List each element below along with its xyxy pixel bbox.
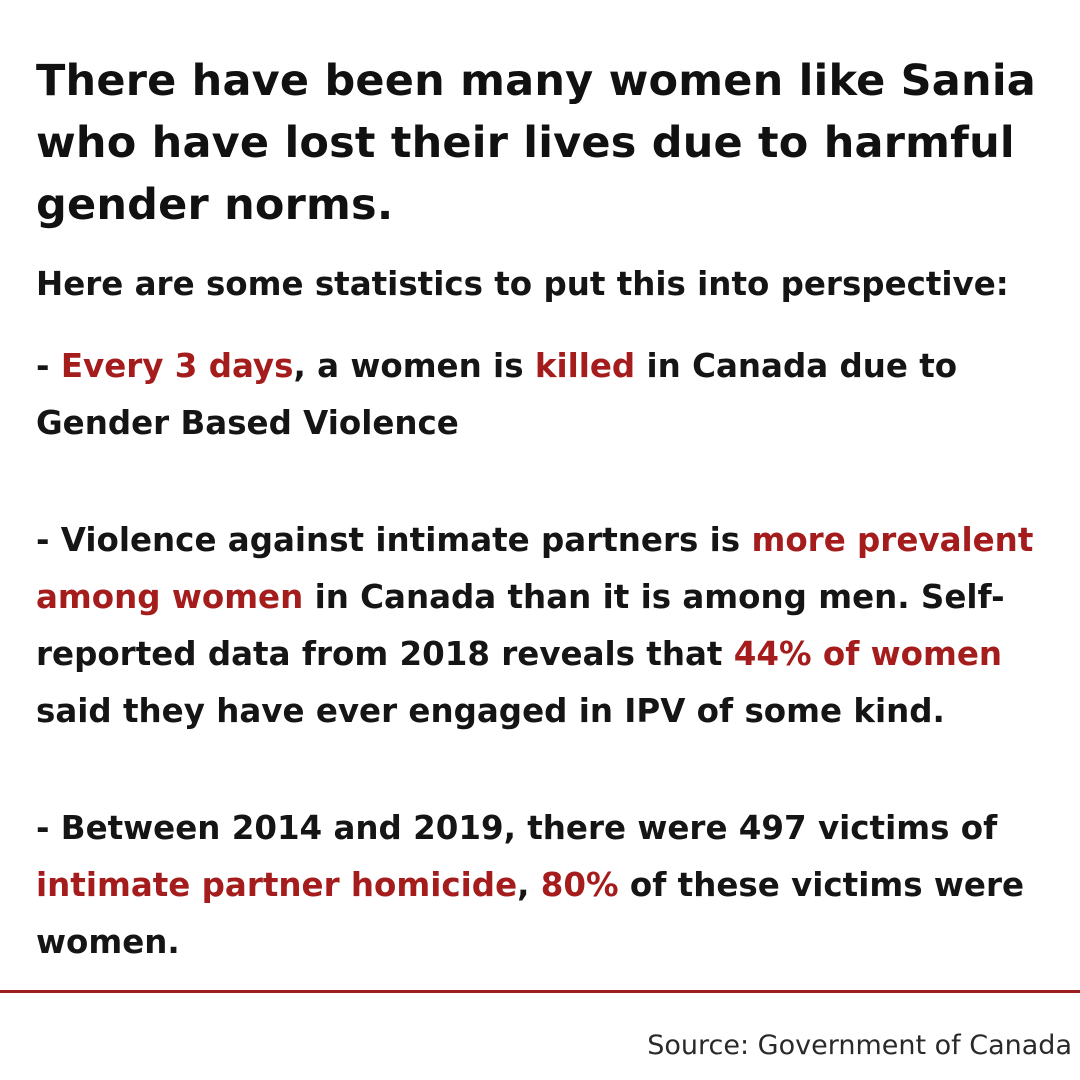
stat-text: , <box>517 866 541 904</box>
stat-text: in Canada due to Gender Based Violence <box>36 347 958 442</box>
stat-text: , a women is <box>293 347 535 385</box>
stat-highlight: more prevalent among women <box>36 521 1034 616</box>
stat-text: in Canada than it is among men. Self-rep… <box>36 578 1005 673</box>
stat-text: said they have ever engaged in IPV of so… <box>36 692 945 730</box>
stat-item-gbv-killings: - Every 3 days, a women is killed in Can… <box>36 338 1056 452</box>
stat-highlight: 44% of women <box>733 635 1003 673</box>
divider-line <box>0 990 1080 993</box>
stat-highlight: intimate partner homicide <box>36 866 518 904</box>
stat-prefix: - <box>36 347 61 385</box>
stat-highlight: 80% <box>540 866 619 904</box>
stat-item-ipv-prevalence: - Violence against intimate partners is … <box>36 512 1056 740</box>
stat-highlight: Every 3 days <box>60 347 294 385</box>
stat-item-ipv-homicide: - Between 2014 and 2019, there were 497 … <box>36 800 1056 971</box>
stat-text: of these victims were women. <box>36 866 1025 961</box>
intro-text: Here are some statistics to put this int… <box>36 265 1009 303</box>
stat-highlight: killed <box>534 347 636 385</box>
source-citation: Source: Government of Canada <box>647 1030 1072 1061</box>
stat-prefix: - Between 2014 and 2019, there were 497 … <box>36 809 998 847</box>
stat-prefix: - Violence against intimate partners is <box>36 521 752 559</box>
headline: There have been many women like Sania wh… <box>36 56 1036 230</box>
